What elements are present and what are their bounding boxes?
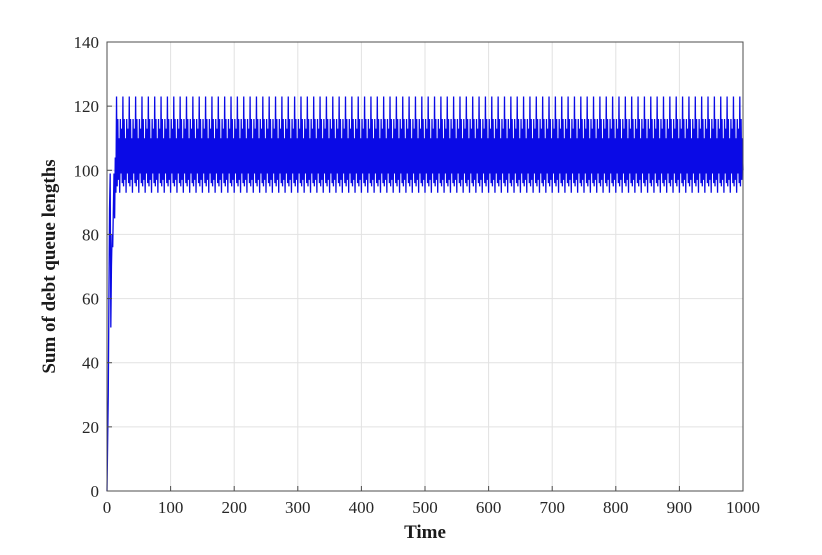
y-tick-label: 100 [74,161,100,180]
x-tick-label: 700 [539,498,565,517]
y-tick-label: 140 [74,33,100,52]
axis-ticks [106,41,744,492]
x-tick-label: 200 [221,498,247,517]
y-tick-label: 0 [91,482,100,501]
x-tick-label: 100 [158,498,184,517]
y-tick-label: 120 [74,97,100,116]
x-tick-label: 500 [412,498,438,517]
y-axis-label: Sum of debt queue lengths [39,159,60,373]
x-tick-label: 600 [476,498,502,517]
x-tick-labels: 0 100 200 300 400 500 600 700 800 900 1000 [103,498,760,517]
y-tick-label: 20 [82,418,99,437]
x-tick-label: 1000 [726,498,760,517]
series-line [106,96,744,492]
x-tick-label: 300 [285,498,311,517]
x-tick-label: 900 [667,498,693,517]
y-tick-label: 60 [82,290,99,309]
x-tick-label: 800 [603,498,629,517]
y-tick-label: 40 [82,354,99,373]
x-tick-label: 0 [103,498,112,517]
x-tick-label: 400 [349,498,375,517]
x-axis-label: Time [404,522,446,543]
y-tick-labels: 0 20 40 60 80 100 120 140 [74,33,100,501]
y-tick-label: 80 [82,225,99,244]
